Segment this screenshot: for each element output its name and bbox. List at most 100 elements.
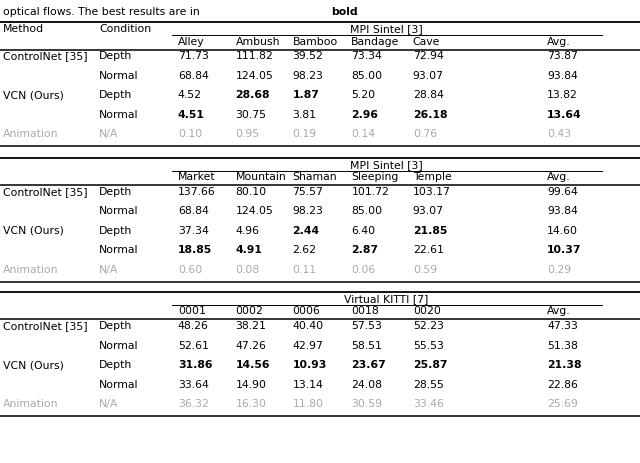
Text: MPI Sintel [3]: MPI Sintel [3] bbox=[350, 24, 423, 34]
Text: 22.86: 22.86 bbox=[547, 380, 578, 390]
Text: Sleeping: Sleeping bbox=[351, 172, 399, 182]
Text: 85.00: 85.00 bbox=[351, 206, 383, 217]
Text: 21.38: 21.38 bbox=[547, 360, 582, 370]
Text: Animation: Animation bbox=[3, 265, 59, 275]
Text: Avg.: Avg. bbox=[547, 172, 571, 182]
Text: Method: Method bbox=[3, 24, 44, 34]
Text: 4.96: 4.96 bbox=[236, 226, 260, 236]
Text: Avg.: Avg. bbox=[547, 307, 571, 317]
Text: 93.84: 93.84 bbox=[547, 206, 578, 217]
Text: 68.84: 68.84 bbox=[178, 71, 209, 81]
Text: 137.66: 137.66 bbox=[178, 187, 216, 197]
Text: Temple: Temple bbox=[413, 172, 452, 182]
Text: 0.29: 0.29 bbox=[547, 265, 572, 275]
Text: 52.61: 52.61 bbox=[178, 341, 209, 351]
Text: 38.21: 38.21 bbox=[236, 321, 266, 332]
Text: 2.44: 2.44 bbox=[292, 226, 319, 236]
Text: 31.86: 31.86 bbox=[178, 360, 212, 370]
Text: 40.40: 40.40 bbox=[292, 321, 324, 332]
Text: 2.96: 2.96 bbox=[351, 110, 378, 120]
Text: 93.07: 93.07 bbox=[413, 71, 444, 81]
Text: 30.59: 30.59 bbox=[351, 399, 382, 409]
Text: 42.97: 42.97 bbox=[292, 341, 323, 351]
Text: 0.11: 0.11 bbox=[292, 265, 317, 275]
Text: 55.53: 55.53 bbox=[413, 341, 444, 351]
Text: 57.53: 57.53 bbox=[351, 321, 382, 332]
Text: Alley: Alley bbox=[178, 37, 205, 47]
Text: 4.51: 4.51 bbox=[178, 110, 205, 120]
Text: 124.05: 124.05 bbox=[236, 206, 273, 217]
Text: 72.94: 72.94 bbox=[413, 51, 444, 62]
Text: 47.33: 47.33 bbox=[547, 321, 578, 332]
Text: 111.82: 111.82 bbox=[236, 51, 273, 62]
Text: 13.82: 13.82 bbox=[547, 90, 578, 100]
Text: N/A: N/A bbox=[99, 399, 118, 409]
Text: 25.87: 25.87 bbox=[413, 360, 447, 370]
Text: 30.75: 30.75 bbox=[236, 110, 266, 120]
Text: MPI Sintel [3]: MPI Sintel [3] bbox=[350, 160, 423, 170]
Text: Avg.: Avg. bbox=[547, 37, 571, 47]
Text: Depth: Depth bbox=[99, 321, 132, 332]
Text: 0001: 0001 bbox=[178, 307, 206, 317]
Text: 75.57: 75.57 bbox=[292, 187, 323, 197]
Text: 37.34: 37.34 bbox=[178, 226, 209, 236]
Text: 6.40: 6.40 bbox=[351, 226, 376, 236]
Text: 11.80: 11.80 bbox=[292, 399, 323, 409]
Text: ControlNet [35]: ControlNet [35] bbox=[3, 51, 88, 62]
Text: 98.23: 98.23 bbox=[292, 206, 323, 217]
Text: ControlNet [35]: ControlNet [35] bbox=[3, 321, 88, 332]
Text: Depth: Depth bbox=[99, 187, 132, 197]
Text: 85.00: 85.00 bbox=[351, 71, 383, 81]
Text: Normal: Normal bbox=[99, 341, 139, 351]
Text: 0.19: 0.19 bbox=[292, 129, 317, 139]
Text: 52.23: 52.23 bbox=[413, 321, 444, 332]
Text: Depth: Depth bbox=[99, 226, 132, 236]
Text: 73.34: 73.34 bbox=[351, 51, 382, 62]
Text: Cave: Cave bbox=[413, 37, 440, 47]
Text: Market: Market bbox=[178, 172, 216, 182]
Text: 26.18: 26.18 bbox=[413, 110, 447, 120]
Text: 98.23: 98.23 bbox=[292, 71, 323, 81]
Text: 10.93: 10.93 bbox=[292, 360, 327, 370]
Text: Animation: Animation bbox=[3, 129, 59, 139]
Text: Normal: Normal bbox=[99, 110, 139, 120]
Text: 0.59: 0.59 bbox=[413, 265, 437, 275]
Text: 0006: 0006 bbox=[292, 307, 321, 317]
Text: 4.52: 4.52 bbox=[178, 90, 202, 100]
Text: Bamboo: Bamboo bbox=[292, 37, 338, 47]
Text: 0.10: 0.10 bbox=[178, 129, 202, 139]
Text: 124.05: 124.05 bbox=[236, 71, 273, 81]
Text: Depth: Depth bbox=[99, 360, 132, 370]
Text: 93.07: 93.07 bbox=[413, 206, 444, 217]
Text: 103.17: 103.17 bbox=[413, 187, 451, 197]
Text: 0.08: 0.08 bbox=[236, 265, 260, 275]
Text: Normal: Normal bbox=[99, 71, 139, 81]
Text: 99.64: 99.64 bbox=[547, 187, 578, 197]
Text: 10.37: 10.37 bbox=[547, 245, 582, 256]
Text: 47.26: 47.26 bbox=[236, 341, 266, 351]
Text: VCN (Ours): VCN (Ours) bbox=[3, 360, 64, 370]
Text: N/A: N/A bbox=[99, 265, 118, 275]
Text: 0020: 0020 bbox=[413, 307, 441, 317]
Text: 68.84: 68.84 bbox=[178, 206, 209, 217]
Text: 0.43: 0.43 bbox=[547, 129, 572, 139]
Text: VCN (Ours): VCN (Ours) bbox=[3, 226, 64, 236]
Text: Mountain: Mountain bbox=[236, 172, 286, 182]
Text: 14.90: 14.90 bbox=[236, 380, 266, 390]
Text: 0018: 0018 bbox=[351, 307, 379, 317]
Text: 28.55: 28.55 bbox=[413, 380, 444, 390]
Text: 0002: 0002 bbox=[236, 307, 264, 317]
Text: 93.84: 93.84 bbox=[547, 71, 578, 81]
Text: 22.61: 22.61 bbox=[413, 245, 444, 256]
Text: 101.72: 101.72 bbox=[351, 187, 389, 197]
Text: 0.60: 0.60 bbox=[178, 265, 202, 275]
Text: Depth: Depth bbox=[99, 90, 132, 100]
Text: Condition: Condition bbox=[99, 24, 151, 34]
Text: ControlNet [35]: ControlNet [35] bbox=[3, 187, 88, 197]
Text: 0.06: 0.06 bbox=[351, 265, 376, 275]
Text: 48.26: 48.26 bbox=[178, 321, 209, 332]
Text: 23.67: 23.67 bbox=[351, 360, 386, 370]
Text: 2.87: 2.87 bbox=[351, 245, 378, 256]
Text: Shaman: Shaman bbox=[292, 172, 337, 182]
Text: 5.20: 5.20 bbox=[351, 90, 376, 100]
